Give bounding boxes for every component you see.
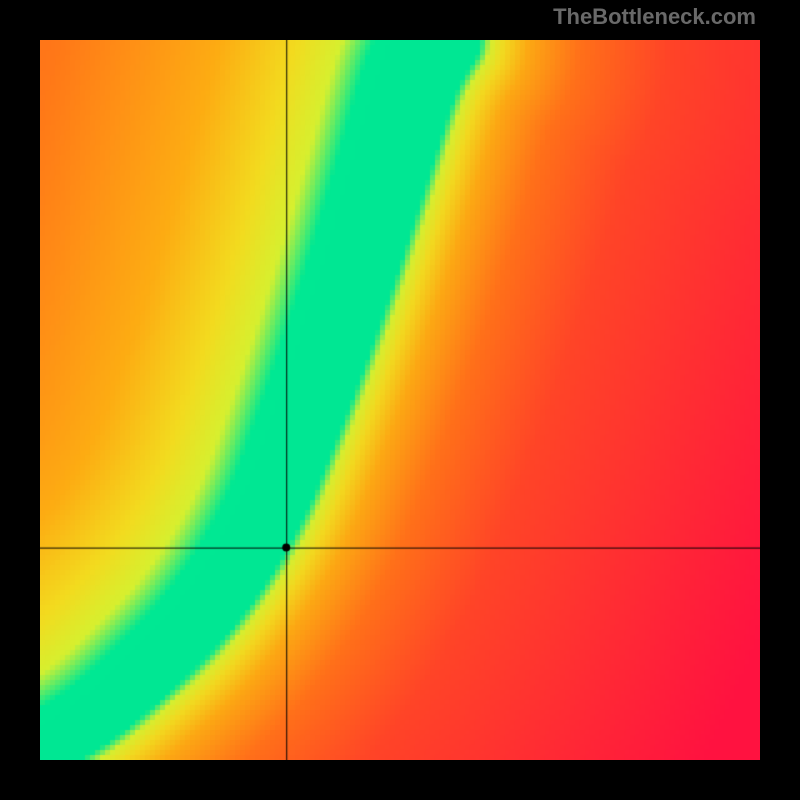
bottleneck-heatmap	[40, 40, 760, 760]
watermark-text: TheBottleneck.com	[553, 4, 756, 30]
